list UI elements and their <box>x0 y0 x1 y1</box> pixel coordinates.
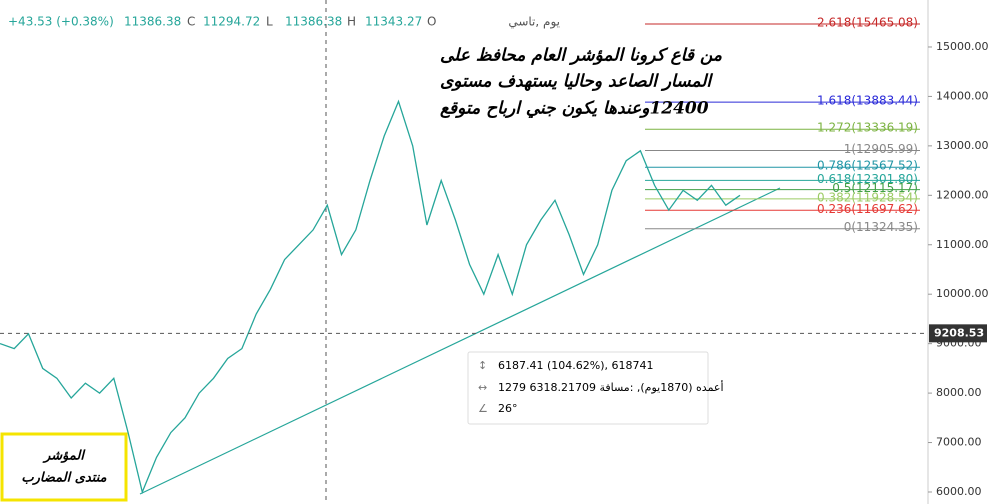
open: 11343.27 <box>365 15 422 29</box>
y-tick-label: 14000.00 <box>936 89 988 102</box>
fib-label: 0.5(12115.17) <box>832 181 918 195</box>
icon: ↔ <box>478 381 487 394</box>
fib-label: 1.272(13336.19) <box>817 121 918 135</box>
fib-label: 1.618(13883.44) <box>817 94 918 108</box>
y-tick-label: 11000.00 <box>936 238 988 251</box>
price-line <box>0 99 741 495</box>
watermark-box <box>0 432 128 502</box>
annotation-line: المسار الصاعد وحاليا يستهدف مستوى <box>440 72 713 92</box>
y-tick-label: 8000.00 <box>936 386 982 399</box>
fib-label: 2.618(15465.08) <box>817 15 918 29</box>
y-tick-label: 7000.00 <box>936 436 982 449</box>
fib-label: 0.618(12301.80) <box>817 172 918 186</box>
fib-label: 0.236(11697.62) <box>817 202 918 216</box>
change: +43.53 (+0.38%) <box>8 15 114 29</box>
watermark: المؤشر <box>42 449 86 464</box>
y-tick-label: 13000.00 <box>936 139 988 152</box>
high: 11386.38 <box>285 15 342 29</box>
measure-box <box>467 351 709 425</box>
y-tick-label: 12000.00 <box>936 188 988 201</box>
price-tag-label: 9208.53 <box>934 326 984 339</box>
price-axis <box>928 0 988 504</box>
fib-label: 1(12905.99) <box>844 142 918 156</box>
fib-label: 0(11324.35) <box>844 220 918 234</box>
high-key: H <box>347 15 356 29</box>
fib-label: 0.382(11928.54) <box>817 190 918 204</box>
open-key: O <box>427 15 436 29</box>
close: 11386.38 <box>124 15 181 29</box>
measure-text: 26° <box>498 402 518 415</box>
annotation-line: من قاع كرونا المؤشر العام محافظ على <box>440 46 723 66</box>
y-tick-label: 15000.00 <box>936 40 988 53</box>
fib-label: 0.786(12567.52) <box>817 159 918 173</box>
y-tick-label: 6000.00 <box>936 485 982 498</box>
symbol: يوم ,تاسي <box>508 15 560 30</box>
low: 11294.72 <box>203 15 260 29</box>
icon: ↕ <box>478 359 487 372</box>
icon: ∠ <box>478 402 488 415</box>
y-tick-label: 10000.00 <box>936 287 988 300</box>
measure-text: 6187.41 (104.62%), 618741 <box>498 359 654 372</box>
watermark: منتدى المضارب <box>21 471 106 486</box>
annotation-line: 12400وعندها يكون جني ارباح متوقع <box>440 99 709 119</box>
close-key: C <box>187 15 195 29</box>
measure-text: 1279 أعمده (1870يوم), :مسافة 6318.21709 <box>498 380 724 394</box>
low-key: L <box>266 15 273 29</box>
trend-line <box>139 187 781 495</box>
price-tag <box>929 324 987 343</box>
